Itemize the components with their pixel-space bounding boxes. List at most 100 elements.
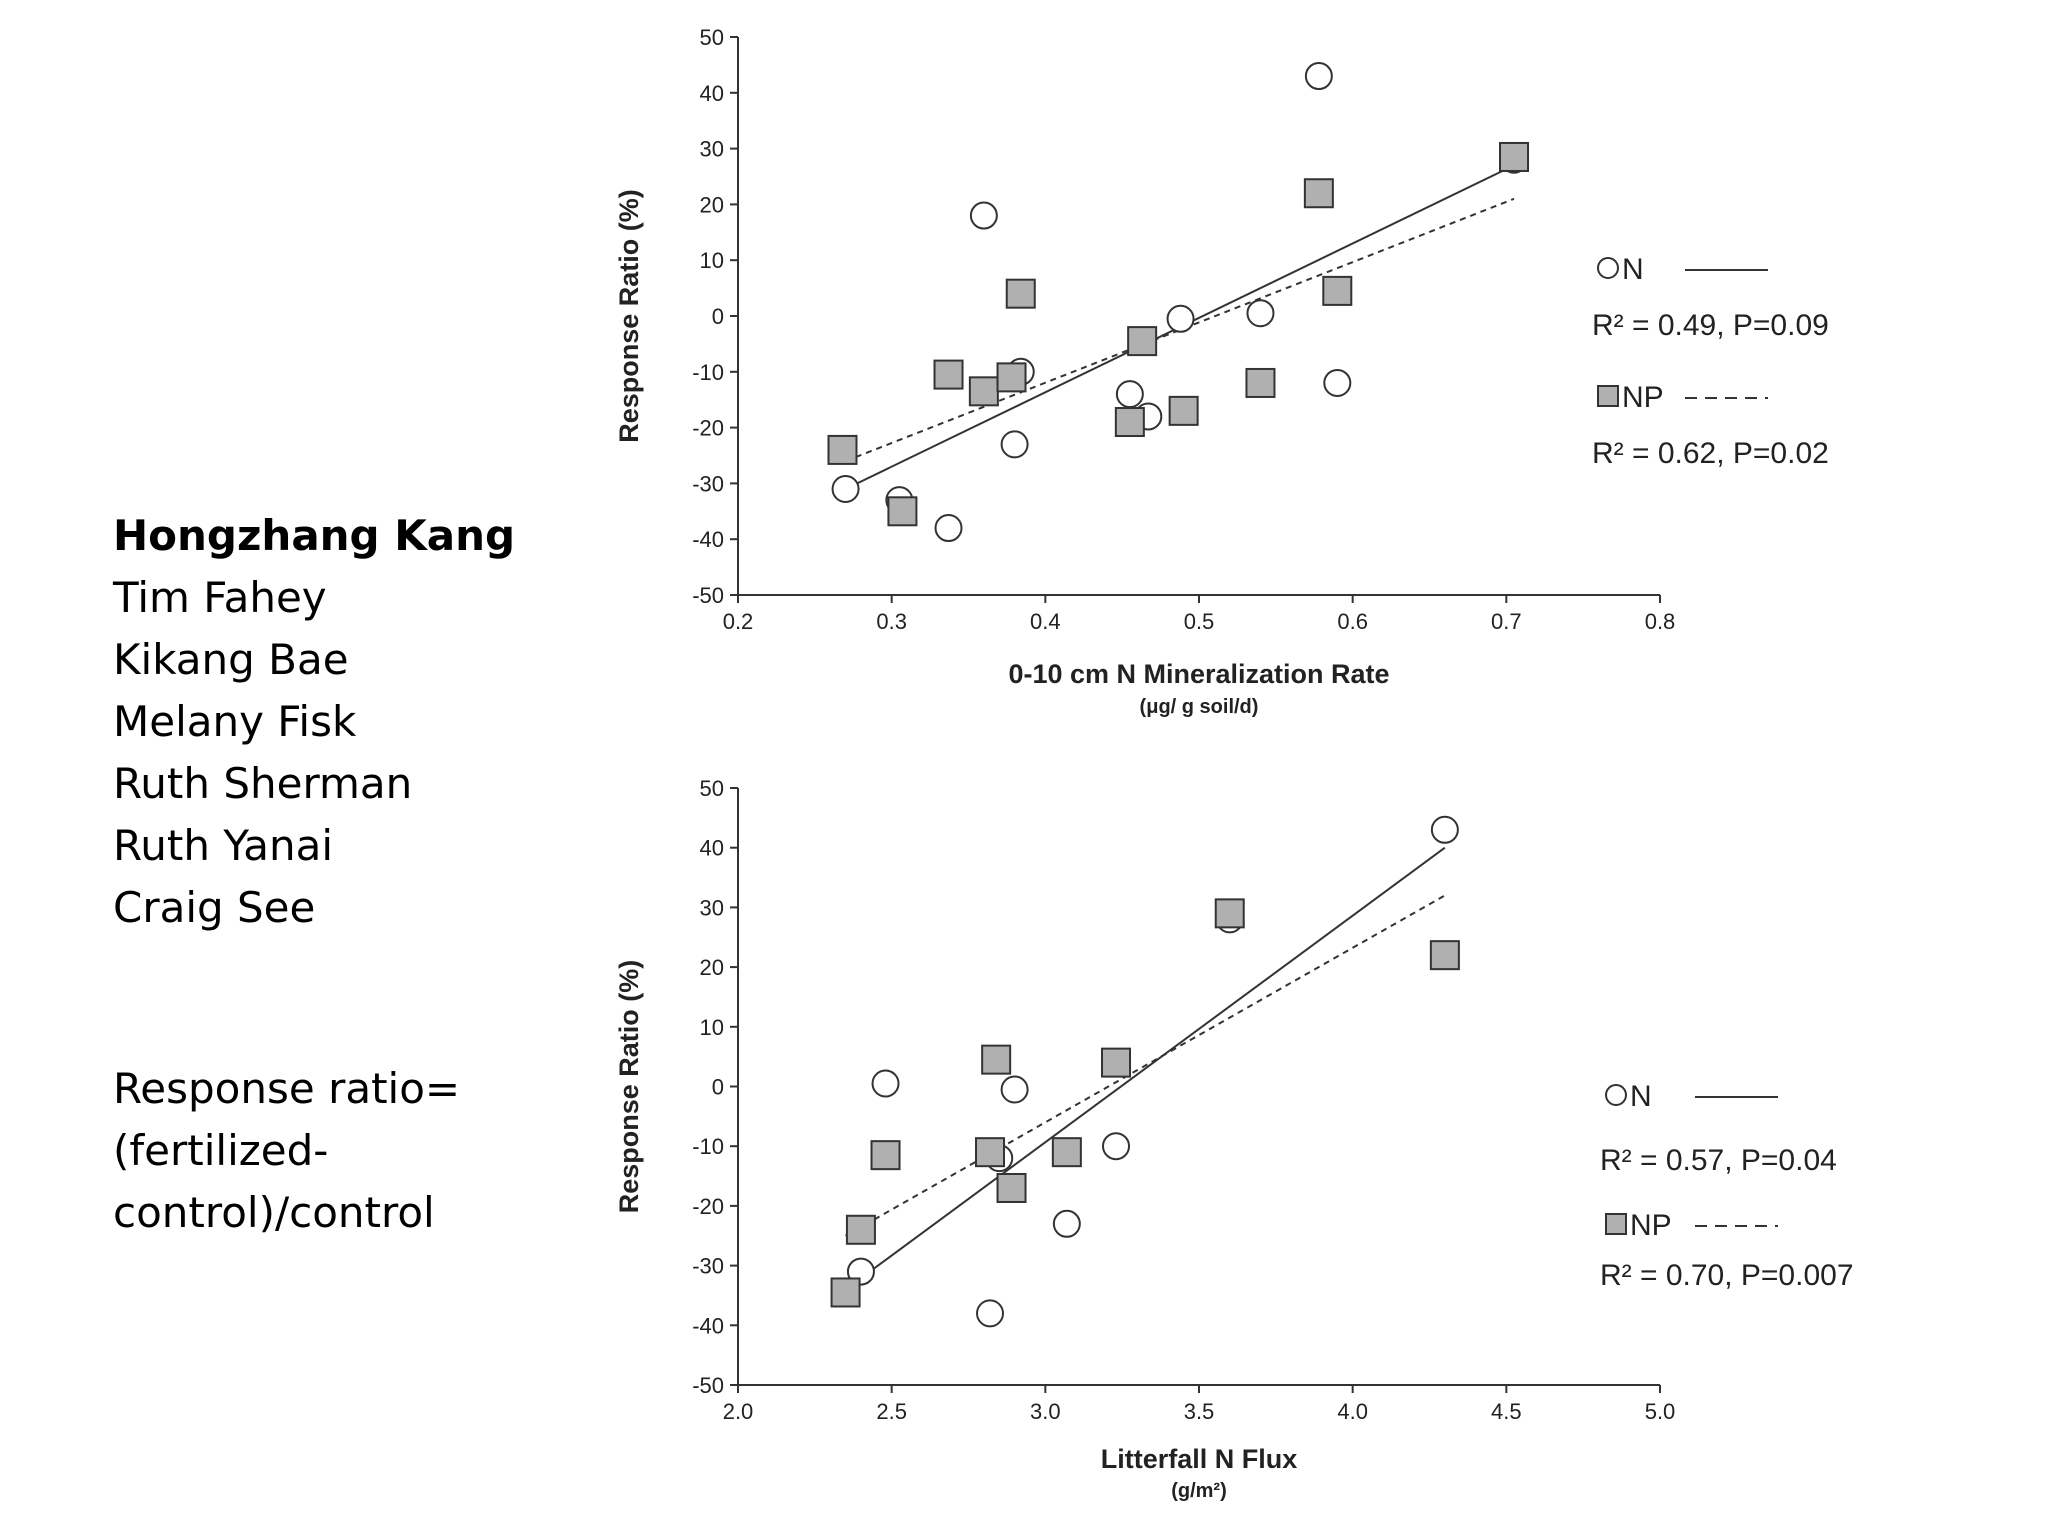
data-point-np — [1114, 407, 1145, 438]
y-tick-label: -10 — [692, 1134, 724, 1159]
data-point-np — [870, 1140, 901, 1171]
y-tick-label: -20 — [692, 1194, 724, 1219]
y-tick-label: 10 — [700, 248, 724, 273]
y-tick-label: -20 — [692, 416, 724, 441]
y-tick-label: 0 — [712, 304, 724, 329]
data-point-np — [1168, 395, 1199, 426]
author-name: Kikang Bae — [113, 635, 349, 684]
y-tick-label: 10 — [700, 1015, 724, 1040]
y-tick-label: 50 — [700, 776, 724, 801]
y-tick-label: 30 — [700, 895, 724, 920]
x-axis-title: 0-10 cm N Mineralization Rate — [1008, 659, 1389, 689]
data-point-np — [887, 496, 918, 527]
y-tick-label: -40 — [692, 1313, 724, 1338]
legend-stat: R² = 0.62, P=0.02 — [1592, 437, 1829, 470]
data-point-np — [830, 1277, 861, 1308]
author-name: Hongzhang Kang — [113, 511, 516, 560]
y-tick-label: 0 — [712, 1075, 724, 1100]
y-tick-label: 40 — [700, 836, 724, 861]
data-point-np — [1429, 940, 1460, 971]
author-name: Tim Fahey — [113, 573, 327, 622]
note-line: (fertilized- — [113, 1126, 329, 1175]
y-tick-label: -10 — [692, 360, 724, 385]
x-tick-label: 3.0 — [1030, 1399, 1061, 1424]
y-tick-label: 20 — [700, 955, 724, 980]
legend-series-name: NP — [1630, 1209, 1672, 1242]
scatter-chart: 50 40 30 20 10 0 -10 -20 -30 -40 -502.0 2.5 3.0 3.5 4.… — [614, 776, 1854, 1502]
x-tick-label: 2.0 — [723, 1399, 754, 1424]
y-tick-label: -30 — [692, 1254, 724, 1279]
x-tick-label: 2.5 — [876, 1399, 907, 1424]
x-tick-label: 5.0 — [1645, 1399, 1676, 1424]
data-point-np — [996, 362, 1027, 393]
data-point-n — [1115, 380, 1144, 409]
data-point-n — [1246, 299, 1275, 328]
x-tick-label: 0.8 — [1645, 609, 1676, 634]
data-point-np — [1127, 326, 1158, 357]
legend-stat: R² = 0.49, P=0.09 — [1592, 309, 1829, 342]
x-tick-label: 0.6 — [1337, 609, 1368, 634]
author-name: Ruth Yanai — [113, 821, 333, 870]
data-point-n — [1323, 368, 1352, 397]
legend-stat: R² = 0.70, P=0.007 — [1600, 1259, 1854, 1292]
data-point-n — [976, 1299, 1005, 1328]
x-tick-label: 4.0 — [1337, 1399, 1368, 1424]
data-point-n — [1102, 1132, 1131, 1161]
x-axis-unit: (g/m²) — [1171, 1480, 1227, 1502]
data-point-np — [845, 1214, 876, 1245]
data-point-n — [831, 474, 860, 503]
data-point-np — [1051, 1137, 1082, 1168]
x-axis-unit: (μg/ g soil/d) — [1140, 696, 1259, 718]
data-point-np — [996, 1172, 1027, 1203]
y-axis-title: Response Ratio (%) — [614, 960, 644, 1214]
data-point-np — [1322, 275, 1353, 306]
data-point-np — [827, 434, 858, 465]
data-point-n — [1000, 1075, 1029, 1104]
data-point-np — [981, 1044, 1012, 1075]
fit-line-n — [844, 846, 1446, 1291]
data-point-n — [1430, 815, 1459, 844]
data-point-np — [975, 1137, 1006, 1168]
note-line: control)/control — [113, 1188, 435, 1237]
data-point-n — [1000, 430, 1029, 459]
legend-marker — [1597, 257, 1619, 279]
y-tick-label: 40 — [700, 81, 724, 106]
author-name: Ruth Sherman — [113, 759, 413, 808]
x-tick-label: 4.5 — [1491, 1399, 1522, 1424]
data-point-n — [1052, 1209, 1081, 1238]
x-tick-label: 3.5 — [1184, 1399, 1215, 1424]
data-point-n — [1304, 62, 1333, 91]
legend-series-name: NP — [1622, 381, 1664, 414]
legend-marker — [1605, 1213, 1627, 1235]
x-tick-label: 0.7 — [1491, 609, 1522, 634]
y-tick-label: -50 — [692, 1373, 724, 1398]
data-point-np — [1101, 1047, 1132, 1078]
response-ratio-note: Response ratio= (fertilized- control)/co… — [113, 1058, 460, 1244]
data-point-n — [871, 1069, 900, 1098]
x-axis-title: Litterfall N Flux — [1101, 1444, 1298, 1474]
x-tick-label: 0.2 — [723, 609, 754, 634]
author-name: Melany Fisk — [113, 697, 357, 746]
data-point-np — [968, 376, 999, 407]
legend-marker — [1605, 1084, 1627, 1106]
y-tick-label: 30 — [700, 137, 724, 162]
y-tick-label: -30 — [692, 471, 724, 496]
data-point-np — [1005, 278, 1036, 309]
y-axis-title: Response Ratio (%) — [614, 189, 644, 443]
y-tick-label: 20 — [700, 192, 724, 217]
note-line: Response ratio= — [113, 1064, 461, 1113]
data-point-np — [933, 359, 964, 390]
author-list: Hongzhang Kang Tim Fahey Kikang Bae Mela… — [113, 505, 515, 939]
data-point-np — [1245, 367, 1276, 398]
x-tick-label: 0.4 — [1030, 609, 1061, 634]
fit-line-np — [845, 894, 1446, 1237]
data-point-np — [1303, 178, 1334, 209]
author-name: Craig See — [113, 883, 316, 932]
y-tick-label: 50 — [700, 25, 724, 50]
fit-line-np — [845, 197, 1515, 463]
data-point-n — [969, 201, 998, 230]
legend-series-name: N — [1630, 1080, 1652, 1113]
y-tick-label: -50 — [692, 583, 724, 608]
data-point-n — [934, 514, 963, 543]
